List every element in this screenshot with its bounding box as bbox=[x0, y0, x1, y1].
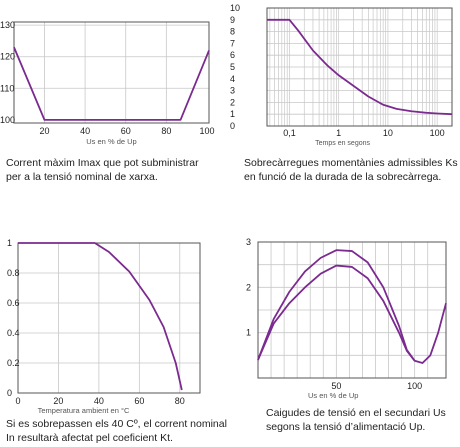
caption-line: per a la tensió nominal de xarxa. bbox=[6, 171, 158, 183]
plot-frame bbox=[266, 7, 453, 127]
series-line bbox=[257, 264, 416, 362]
x-axis-label: Temperatura ambient en °C bbox=[38, 406, 130, 415]
caption-line: en funció de la durada de la sobrecàrreg… bbox=[244, 171, 442, 183]
y-tick-label: 1 bbox=[7, 238, 12, 248]
chart-kt-caption: Si es sobrepassen els 40 Cº, el corrent … bbox=[6, 417, 230, 445]
y-tick-label: 10 bbox=[230, 3, 240, 13]
x-tick-label: 100 bbox=[407, 381, 422, 391]
series-line bbox=[13, 46, 210, 121]
x-tick-label: 20 bbox=[53, 396, 63, 406]
y-tick-label: 9 bbox=[230, 15, 235, 25]
x-tick-label: 40 bbox=[94, 396, 104, 406]
y-tick-label: 130 bbox=[0, 20, 15, 30]
x-tick-label: 60 bbox=[134, 396, 144, 406]
caption-line: Sobrecàrregues momentànies admissibles K… bbox=[244, 157, 458, 169]
x-tick-label: 100 bbox=[430, 128, 445, 138]
series-line bbox=[18, 242, 183, 391]
x-tick-label: 0,1 bbox=[283, 128, 296, 138]
x-tick-label: 80 bbox=[161, 126, 171, 136]
chart-overload-caption: Sobrecàrregues momentànies admissibles K… bbox=[244, 156, 460, 184]
plot-frame bbox=[13, 21, 210, 124]
caption-line: segons la tensió d’alimentació Up. bbox=[266, 421, 426, 433]
y-tick-label: 0.2 bbox=[7, 358, 20, 368]
chart-kt-svg: 0 20 40 60 80 0 0.2 0.4 0.6 0.8 1 Temperatura ambie… bbox=[7, 238, 201, 415]
y-tick-label: 0 bbox=[230, 121, 235, 131]
y-tick-label: 8 bbox=[230, 27, 235, 37]
chart-imax-svg: 20 40 60 80 100 100 110 120 130 Us en % de Up bbox=[0, 20, 214, 146]
chart-us-svg: 50 100 1 2 3 Us en % de Up bbox=[246, 237, 447, 400]
y-tick-label: 110 bbox=[0, 83, 14, 93]
y-tick-label: 7 bbox=[230, 38, 235, 48]
x-tick-label: 1 bbox=[336, 128, 341, 138]
chart-imax: 20 40 60 80 100 100 110 120 130 Us en % de Up Cor… bbox=[0, 0, 230, 200]
caption-line: Corrent màxim Imax que pot subministrar bbox=[6, 157, 199, 169]
caption-line: Caigudes de tensió en el secundari Us bbox=[266, 407, 446, 419]
y-tick-label: 1 bbox=[230, 109, 235, 119]
y-tick-label: 3 bbox=[246, 237, 251, 247]
y-tick-label: 4 bbox=[230, 74, 235, 84]
x-tick-label: 100 bbox=[199, 126, 214, 136]
series-line bbox=[257, 249, 447, 364]
y-tick-label: 2 bbox=[230, 97, 235, 107]
plot-frame bbox=[17, 242, 201, 394]
chart-us-caption: Caigudes de tensió en el secundari Us se… bbox=[266, 406, 460, 434]
series-line bbox=[267, 18, 453, 116]
y-tick-label: 6 bbox=[230, 50, 235, 60]
chart-kt: 0 20 40 60 80 0 0.2 0.4 0.6 0.8 1 Temperatura ambie… bbox=[0, 230, 230, 447]
y-tick-label: 100 bbox=[0, 115, 15, 125]
chart-us: 50 100 1 2 3 Us en % de Up Caigudes de tensió… bbox=[230, 230, 460, 447]
x-tick-label: 10 bbox=[383, 128, 393, 138]
y-tick-label: 0 bbox=[7, 388, 12, 398]
y-tick-label: 0.4 bbox=[7, 328, 20, 338]
x-tick-label: 20 bbox=[39, 126, 49, 136]
x-tick-label: 40 bbox=[80, 126, 90, 136]
y-tick-label: 120 bbox=[0, 52, 15, 62]
caption-line: Si es sobrepassen els 40 Cº, el corrent … bbox=[6, 418, 227, 430]
x-axis-label: Us en % de Up bbox=[86, 137, 136, 146]
chart-overload: 0,1 1 10 100 0 1 2 3 4 5 6 7 8 9 10 Temps en segons Sob… bbox=[230, 0, 460, 200]
x-axis-label: Us en % de Up bbox=[308, 391, 358, 400]
x-tick-label: 50 bbox=[331, 381, 341, 391]
y-tick-label: 0.6 bbox=[7, 298, 20, 308]
plot-frame bbox=[257, 241, 447, 379]
chart-imax-caption: Corrent màxim Imax que pot subministrar … bbox=[6, 156, 230, 184]
caption-line: In resultarà afectat pel coeficient Kt. bbox=[6, 432, 173, 444]
x-tick-label: 60 bbox=[121, 126, 131, 136]
y-tick-label: 2 bbox=[246, 282, 251, 292]
y-tick-label: 5 bbox=[230, 62, 235, 72]
x-axis-label: Temps en segons bbox=[315, 140, 370, 147]
y-tick-label: 3 bbox=[230, 86, 235, 96]
y-tick-label: 1 bbox=[246, 328, 251, 338]
y-tick-label: 0.8 bbox=[7, 268, 20, 278]
x-tick-label: 80 bbox=[175, 396, 185, 406]
x-tick-label: 0 bbox=[15, 396, 20, 406]
